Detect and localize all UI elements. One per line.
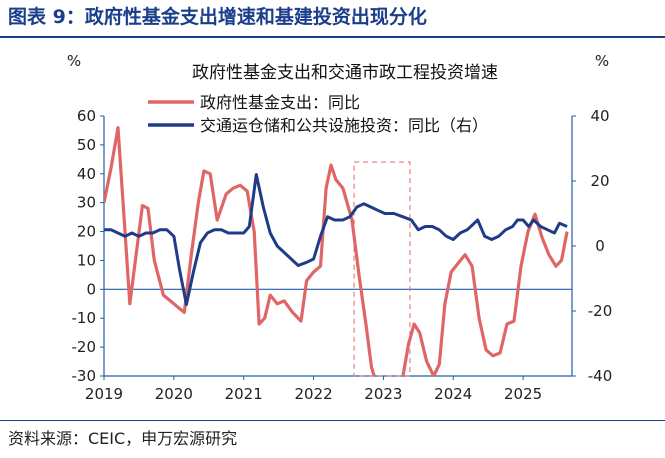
left-y-tick-label: -20 <box>72 338 97 356</box>
left-y-tick-label: -10 <box>72 309 97 327</box>
figure-title: 图表 9：政府性基金支出增速和基建投资出现分化 <box>8 6 427 28</box>
right-y-tick-label: -40 <box>588 367 613 385</box>
left-y-tick-label: 50 <box>77 136 96 154</box>
x-tick-label: 2021 <box>225 385 263 403</box>
highlight-box <box>353 161 411 377</box>
left-y-tick-label: 20 <box>77 223 96 241</box>
left-y-tick-label: 40 <box>77 165 96 183</box>
line-chart: 政府性基金支出和交通市政工程投资增速 % % -30 -20 -10 0 10 20 30 4… <box>67 52 613 403</box>
x-tick-label: 2020 <box>155 385 193 403</box>
x-tick-label: 2023 <box>364 385 402 403</box>
right-y-tick-label: 20 <box>590 172 609 190</box>
x-tick-label: 2025 <box>504 385 542 403</box>
x-tick-label: 2024 <box>434 385 472 403</box>
axes-layer: -30 -20 -10 0 10 20 30 40 50 60 -40 -20 0 20 40 2019 202… <box>72 107 613 403</box>
right-axis-unit: % <box>595 52 609 70</box>
legend-label: 政府性基金支出：同比 <box>200 93 360 112</box>
title-divider <box>0 36 665 38</box>
left-y-tick-label: 10 <box>77 251 96 269</box>
series-line-infrastructure-investment <box>104 173 568 306</box>
right-y-tick-label: 0 <box>595 237 605 255</box>
chart-title: 政府性基金支出和交通市政工程投资增速 <box>192 63 498 83</box>
legend-label: 交通运仓储和公共设施投资：同比（右） <box>200 116 488 135</box>
series-line-fund-expenditure <box>104 126 569 376</box>
right-y-tick-label: -20 <box>588 302 613 320</box>
left-y-tick-label: 0 <box>86 280 96 298</box>
left-axis-unit: % <box>67 52 81 70</box>
right-y-tick-label: 40 <box>590 107 609 125</box>
x-tick-label: 2019 <box>85 385 123 403</box>
left-y-tick-label: 30 <box>77 194 96 212</box>
left-y-tick-label: -30 <box>72 367 97 385</box>
x-tick-label: 2022 <box>294 385 332 403</box>
source-note: 资料来源：CEIC，申万宏源研究 <box>8 429 238 448</box>
source-divider <box>0 420 665 421</box>
series-layer <box>104 126 569 376</box>
left-y-tick-label: 60 <box>77 107 96 125</box>
